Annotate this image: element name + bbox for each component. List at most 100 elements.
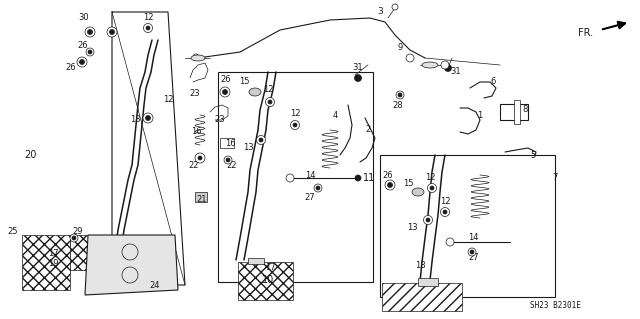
Bar xyxy=(502,170,548,188)
Bar xyxy=(22,235,70,290)
Circle shape xyxy=(193,54,199,60)
Text: 29: 29 xyxy=(73,227,83,236)
Text: 15: 15 xyxy=(403,179,413,188)
Bar xyxy=(195,192,207,202)
Circle shape xyxy=(430,186,434,190)
Circle shape xyxy=(109,29,115,34)
Text: 14: 14 xyxy=(468,234,479,242)
Bar xyxy=(514,100,520,124)
Text: 16: 16 xyxy=(191,128,202,137)
Circle shape xyxy=(143,24,152,33)
Text: 3: 3 xyxy=(377,8,383,17)
Text: 9: 9 xyxy=(397,43,403,53)
Circle shape xyxy=(392,4,398,10)
Text: 27: 27 xyxy=(468,254,479,263)
Text: 18: 18 xyxy=(415,262,426,271)
Circle shape xyxy=(316,186,320,190)
Bar xyxy=(418,278,438,286)
Text: 7: 7 xyxy=(552,174,557,182)
Circle shape xyxy=(195,153,205,163)
Bar xyxy=(500,104,528,120)
Circle shape xyxy=(266,98,275,107)
Circle shape xyxy=(286,174,294,182)
Circle shape xyxy=(223,90,227,94)
Text: 23: 23 xyxy=(189,88,200,98)
Text: 2: 2 xyxy=(365,125,371,135)
Circle shape xyxy=(443,210,447,214)
Bar xyxy=(382,283,462,311)
Text: 1: 1 xyxy=(477,110,483,120)
Circle shape xyxy=(259,138,263,142)
Circle shape xyxy=(226,158,230,162)
Text: 12: 12 xyxy=(440,197,451,206)
Ellipse shape xyxy=(249,88,261,96)
Text: 5: 5 xyxy=(530,151,535,160)
Text: 13: 13 xyxy=(130,115,140,124)
Text: 27: 27 xyxy=(305,194,316,203)
Circle shape xyxy=(122,267,138,283)
Text: 12: 12 xyxy=(263,85,273,94)
Circle shape xyxy=(446,238,454,246)
Text: 31: 31 xyxy=(450,68,461,77)
Bar xyxy=(70,235,120,270)
Text: 23: 23 xyxy=(214,115,225,124)
Circle shape xyxy=(88,50,92,54)
Circle shape xyxy=(268,100,272,104)
Text: 26: 26 xyxy=(383,170,394,180)
Circle shape xyxy=(143,113,153,123)
Circle shape xyxy=(72,236,76,240)
Circle shape xyxy=(107,27,117,37)
Text: 13: 13 xyxy=(243,144,253,152)
Circle shape xyxy=(387,182,392,188)
Circle shape xyxy=(385,180,395,190)
Bar xyxy=(112,268,126,284)
Circle shape xyxy=(77,57,87,67)
Text: 22: 22 xyxy=(189,160,199,169)
Text: 12: 12 xyxy=(143,13,153,23)
Ellipse shape xyxy=(412,188,424,196)
Circle shape xyxy=(86,48,94,56)
Circle shape xyxy=(79,60,84,64)
Text: 26: 26 xyxy=(77,41,88,49)
Text: 11: 11 xyxy=(363,173,375,183)
Circle shape xyxy=(424,216,433,225)
Circle shape xyxy=(355,175,361,181)
Ellipse shape xyxy=(191,55,205,61)
Circle shape xyxy=(88,29,93,34)
Bar xyxy=(238,262,293,300)
Circle shape xyxy=(445,64,451,71)
Text: 24: 24 xyxy=(150,280,160,290)
Polygon shape xyxy=(85,235,178,295)
Circle shape xyxy=(257,136,266,145)
Text: SH23 B2301E: SH23 B2301E xyxy=(530,300,581,309)
Text: 4: 4 xyxy=(332,110,338,120)
Text: 17: 17 xyxy=(265,263,275,272)
Circle shape xyxy=(470,250,474,254)
Text: 25: 25 xyxy=(8,227,18,236)
Text: 26: 26 xyxy=(221,76,231,85)
Text: 10: 10 xyxy=(262,275,274,285)
Circle shape xyxy=(398,93,402,97)
Circle shape xyxy=(220,87,230,97)
Text: 14: 14 xyxy=(305,170,316,180)
Circle shape xyxy=(441,61,449,69)
Bar xyxy=(380,155,555,297)
Bar xyxy=(248,258,264,264)
Circle shape xyxy=(145,115,150,121)
Text: 6: 6 xyxy=(490,78,495,86)
Circle shape xyxy=(70,234,78,242)
Circle shape xyxy=(355,75,362,81)
Circle shape xyxy=(426,218,430,222)
Circle shape xyxy=(293,123,297,127)
Text: 31: 31 xyxy=(353,63,364,72)
Text: 17: 17 xyxy=(49,249,59,257)
Text: 26: 26 xyxy=(65,63,76,72)
Text: 30: 30 xyxy=(79,13,90,23)
Circle shape xyxy=(122,244,138,260)
Circle shape xyxy=(406,54,414,62)
Circle shape xyxy=(85,27,95,37)
Text: 8: 8 xyxy=(522,106,527,115)
Circle shape xyxy=(224,156,232,164)
Text: 28: 28 xyxy=(393,100,403,109)
Circle shape xyxy=(314,184,322,192)
